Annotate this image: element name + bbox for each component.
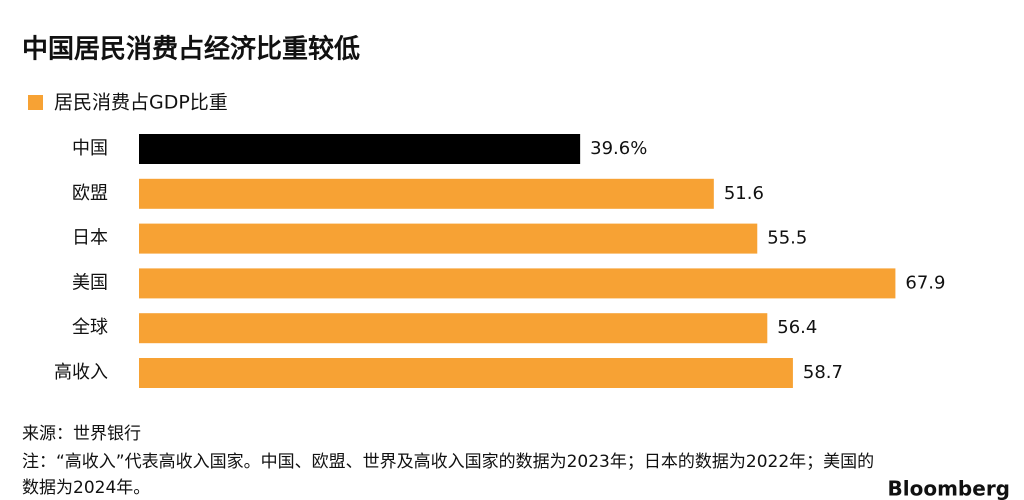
- source: 来源：世界银行: [22, 424, 141, 444]
- value-label: 51.6: [724, 183, 764, 204]
- value-label: 58.7: [803, 362, 843, 383]
- brand: Bloomberg: [888, 477, 1010, 500]
- value-label: 39.6%: [590, 138, 647, 159]
- value-label: 56.4: [777, 317, 817, 338]
- bar: [139, 223, 758, 254]
- value-label: 55.5: [767, 228, 807, 249]
- category-label: 日本: [72, 228, 108, 249]
- bar: [139, 358, 793, 388]
- category-label: 全球: [72, 317, 108, 338]
- note: 注：“高收入”代表高收入国家。中国、欧盟、世界及高收入国家的数据为2023年；日…: [22, 452, 875, 498]
- value-label: 67.9: [905, 272, 945, 293]
- category-label: 中国: [72, 138, 108, 159]
- legend-label: 居民消费占GDP比重: [54, 92, 228, 114]
- bar: [139, 313, 768, 344]
- bar: [139, 268, 896, 299]
- chart-title: 中国居民消费占经济比重较低: [22, 34, 360, 65]
- bar: [139, 134, 581, 164]
- category-label: 高收入: [54, 362, 108, 383]
- bar: [139, 178, 714, 209]
- category-label: 美国: [72, 272, 108, 293]
- category-label: 欧盟: [72, 183, 108, 204]
- legend-swatch: [28, 95, 43, 110]
